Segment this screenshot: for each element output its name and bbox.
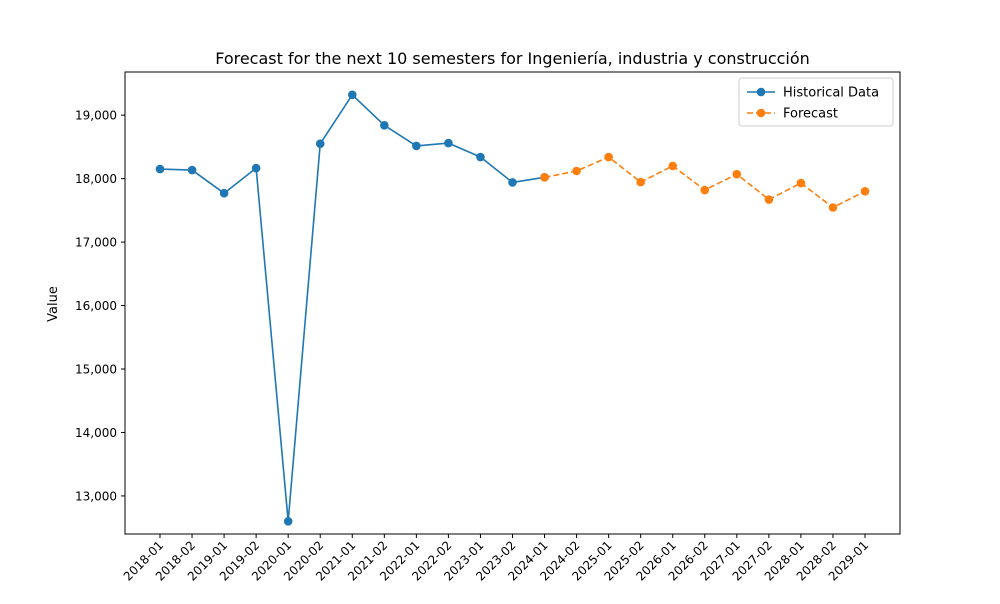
series-forecast	[540, 152, 870, 212]
chart-title: Forecast for the next 10 semesters for I…	[215, 49, 810, 68]
data-point	[219, 188, 229, 198]
legend-marker	[756, 87, 766, 97]
plot-area-frame	[124, 71, 901, 535]
series-historical	[155, 90, 549, 526]
legend: Historical Data Forecast	[738, 77, 894, 127]
y-tick-label: 18,000	[75, 172, 117, 186]
series-lines	[155, 90, 870, 526]
data-point	[347, 90, 357, 100]
y-tick-label: 14,000	[75, 426, 117, 440]
data-point	[828, 203, 838, 212]
data-point	[412, 141, 421, 151]
data-point	[380, 121, 389, 130]
y-axis-title: Value	[46, 286, 61, 322]
y-tick-label: 13,000	[75, 489, 117, 503]
data-point	[572, 166, 581, 176]
legend-label: Historical Data	[783, 86, 879, 101]
data-point	[540, 173, 549, 182]
legend-entry: Forecast	[747, 107, 838, 122]
data-point	[796, 178, 806, 188]
data-point	[187, 165, 197, 175]
data-point	[668, 161, 678, 171]
data-point	[700, 185, 710, 195]
data-point	[476, 152, 485, 162]
data-point	[155, 164, 165, 174]
data-point	[636, 177, 645, 187]
data-point	[315, 139, 325, 149]
legend-box	[738, 77, 894, 127]
y-tick-label: 16,000	[75, 299, 117, 313]
data-point	[732, 169, 742, 179]
legend-entry: Historical Data	[747, 86, 879, 101]
legend-marker	[756, 108, 766, 118]
data-point	[860, 187, 870, 196]
legend-label: Forecast	[783, 107, 838, 122]
data-point	[764, 195, 774, 204]
data-point	[283, 517, 293, 526]
data-point	[604, 152, 613, 162]
data-point	[251, 163, 261, 173]
data-point	[508, 178, 517, 187]
y-tick-label: 15,000	[75, 363, 117, 377]
y-tick-label: 17,000	[75, 236, 117, 250]
y-tick-label: 19,000	[75, 109, 117, 123]
data-point	[444, 138, 453, 148]
